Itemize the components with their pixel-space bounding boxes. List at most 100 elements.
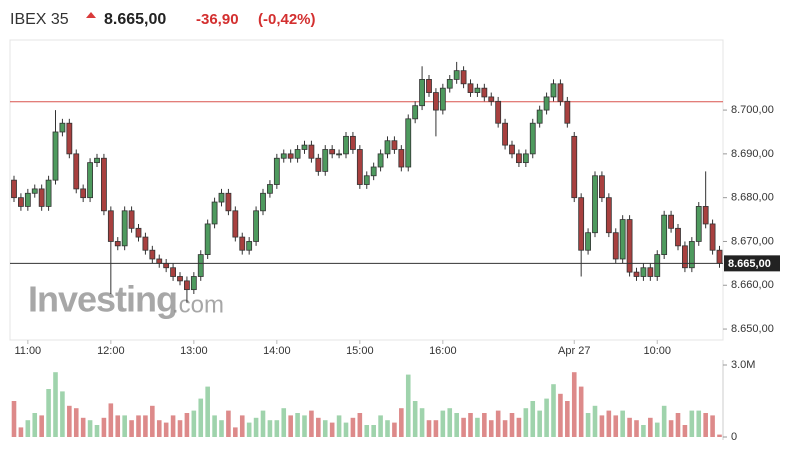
volume-bar [426, 420, 432, 437]
candle-body [322, 149, 329, 172]
candle-body [474, 87, 481, 93]
candle-body [87, 162, 93, 199]
x-tick-label: Apr 27 [558, 345, 590, 357]
volume-bar [122, 415, 127, 437]
volume-bar [191, 410, 197, 437]
volume-bar [53, 372, 58, 437]
volume-bar [46, 389, 51, 437]
candle-body [640, 267, 647, 277]
volume-bar [412, 401, 418, 437]
volume-bar [482, 413, 487, 437]
volume-bar [551, 384, 556, 437]
volume-bar [654, 422, 660, 437]
volume-bar [419, 408, 425, 437]
candle-body [453, 70, 460, 80]
candle-body [661, 214, 668, 255]
volume-bar [578, 386, 584, 437]
candle-body [578, 197, 585, 251]
candle-body [163, 262, 170, 269]
candle-body [363, 175, 370, 185]
candle-body [80, 188, 87, 199]
candle-body [592, 175, 598, 234]
x-tick-label: 13:00 [180, 345, 208, 357]
candle-body [439, 87, 446, 111]
candle-body [350, 135, 356, 150]
candle-body [571, 135, 578, 199]
candle-body [585, 232, 591, 251]
volume-bar [516, 417, 522, 437]
candle-body [301, 144, 308, 150]
candle-body [675, 227, 681, 247]
candle-body [267, 184, 273, 194]
volume-bar [696, 410, 702, 437]
volume-bar [350, 417, 356, 437]
volume-bar [156, 420, 162, 437]
candle-body [467, 83, 474, 93]
candle-body [31, 188, 38, 194]
candle-body [294, 149, 301, 159]
volume-bar [641, 425, 646, 437]
volume-bar [357, 413, 363, 437]
candle-body [260, 192, 266, 212]
volume-bar [571, 372, 577, 437]
candle-body [149, 249, 156, 260]
candle-body [18, 197, 24, 207]
candle-body [695, 206, 702, 242]
volume-bar [233, 427, 238, 437]
volume-bar [239, 415, 245, 437]
volume-bar [475, 417, 480, 437]
volume-bar [60, 391, 65, 437]
y-tick-label: 8.660,00 [731, 279, 774, 291]
price: 8.665,00 [104, 11, 166, 28]
y-tick-label: 8.680,00 [731, 192, 774, 204]
candle-body [716, 249, 723, 264]
volume-bar [39, 415, 44, 437]
candle-body [101, 157, 107, 212]
volume-bar [18, 427, 24, 437]
y-tick-label: 8.670,00 [731, 235, 774, 247]
candle-body [377, 153, 384, 168]
volume-bar [440, 410, 446, 437]
volume-bar [101, 417, 107, 437]
volume-bar [177, 420, 183, 437]
candle-body [398, 149, 405, 168]
candle-body [391, 140, 398, 150]
volume-bar [288, 415, 293, 437]
volume-bar [502, 420, 508, 437]
volume-bar [668, 420, 674, 437]
volume-bar [689, 410, 695, 437]
volume-bar [537, 410, 542, 437]
x-tick-label: 10:00 [643, 345, 671, 357]
volume-bar [613, 415, 619, 437]
volume-bar [32, 413, 38, 437]
candle-body [626, 219, 633, 273]
candle-body [412, 105, 419, 120]
x-tick-label: 14:00 [263, 345, 291, 357]
candle-body [605, 197, 612, 234]
candle-body [114, 241, 121, 247]
volume-bar [129, 420, 134, 437]
volume-bar [530, 401, 536, 437]
volume-bar [468, 413, 473, 437]
volume-bar [717, 434, 722, 437]
volume-bar [108, 403, 114, 437]
candle-body [232, 210, 239, 238]
volume-bar [509, 413, 515, 437]
candle-body [45, 179, 52, 207]
candle-body [426, 79, 432, 93]
volume-bar [620, 410, 625, 437]
candle-body [543, 96, 550, 111]
candle-body [384, 140, 391, 155]
candle-body [522, 153, 529, 164]
volume-bar [219, 420, 224, 437]
candle-body [460, 70, 467, 85]
candle-body [190, 276, 197, 291]
volume-bar [309, 410, 314, 437]
candle-body [682, 245, 688, 269]
volume-bar [253, 417, 259, 437]
volume-bar [302, 415, 307, 437]
x-tick-label: 15:00 [346, 345, 374, 357]
candle-body [315, 157, 322, 172]
candle-body [308, 144, 315, 159]
